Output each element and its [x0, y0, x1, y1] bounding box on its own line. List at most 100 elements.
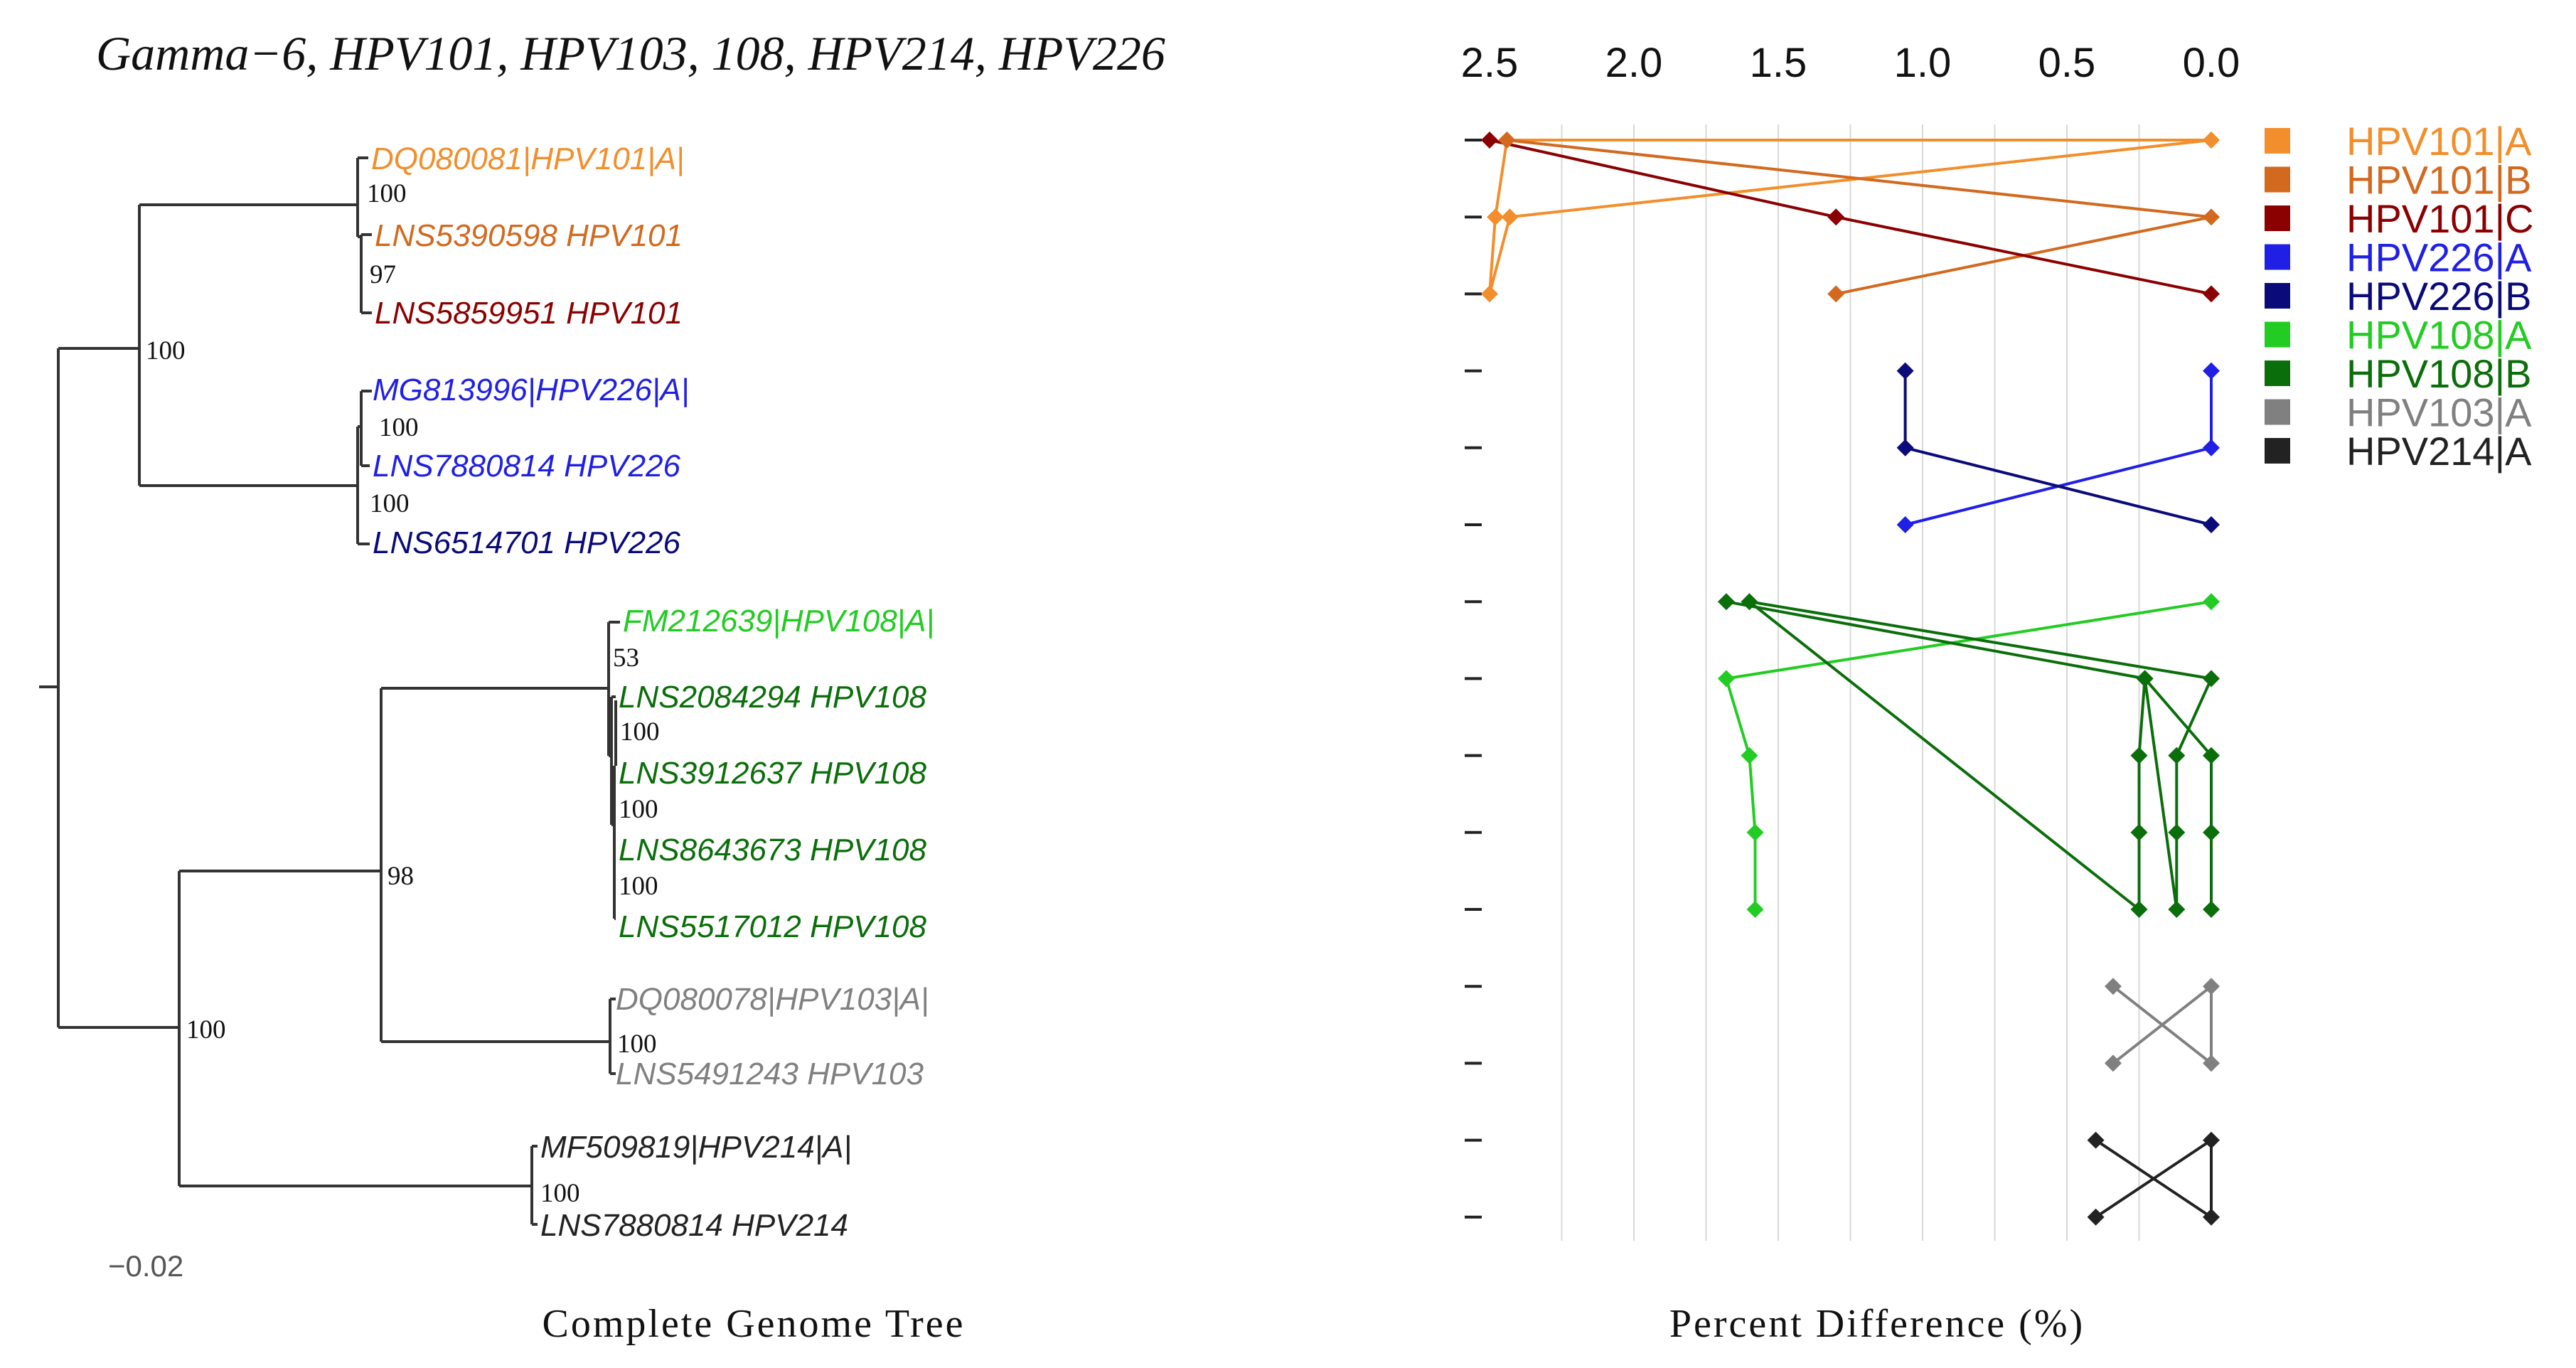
data-point [1896, 516, 1914, 533]
tree-branches [39, 156, 620, 1226]
legend-swatch [2265, 128, 2290, 154]
x-axis-ticks: 2.5 2.0 1.5 1.0 0.5 0.0 [1461, 40, 2240, 86]
tree-axis-label: Complete Genome Tree [542, 1302, 965, 1346]
bootstrap-values: 100 100 97 100 100 100 98 53 100 100 100… [146, 179, 660, 1208]
data-point [2203, 208, 2220, 226]
tip-label: MF509819|HPV214|A| [540, 1130, 852, 1165]
chart-title: Gamma−6, HPV101, HPV103, 108, HPV214, HP… [96, 26, 1165, 80]
data-point [2130, 747, 2148, 764]
tip-label: LNS8643673 HPV108 [619, 833, 927, 867]
data-point [2104, 978, 2122, 995]
data-point [1481, 132, 1498, 149]
data-point [2203, 285, 2220, 303]
tip-label: LNS5390598 HPV101 [375, 218, 683, 253]
data-point [1827, 285, 1845, 303]
tip-label: FM212639|HPV108|A| [623, 604, 934, 638]
tip-label: LNS3912637 HPV108 [619, 756, 927, 791]
legend-label: HPV226|A [2346, 235, 2532, 280]
data-point [2203, 1131, 2220, 1149]
tip-label: LNS7880814 HPV214 [540, 1208, 848, 1243]
legend-label: HPV101|C [2346, 196, 2534, 241]
tip-label: LNS5491243 HPV103 [616, 1057, 924, 1091]
x-tick-label: 1.5 [1750, 40, 1807, 86]
bootstrap-value: 100 [146, 336, 186, 365]
data-point [1896, 439, 1914, 456]
tip-label: LNS5517012 HPV108 [619, 909, 927, 944]
x-axis-label: Percent Difference (%) [1669, 1302, 2085, 1346]
data-point [1501, 208, 1519, 226]
data-point [2087, 1131, 2105, 1149]
data-point [2203, 132, 2220, 149]
data-point [2203, 823, 2220, 841]
data-point [1827, 208, 1845, 226]
legend-label: HPV101|B [2346, 158, 2531, 203]
data-point [2168, 823, 2186, 841]
bootstrap-value: 100 [620, 717, 660, 747]
legend-swatch [2265, 205, 2290, 231]
data-point [1481, 285, 1498, 303]
data-point [1487, 208, 1505, 226]
series-line [1905, 370, 2213, 526]
data-point [2104, 1054, 2122, 1072]
data-point [2130, 901, 2148, 918]
data-point [2136, 670, 2154, 688]
legend-swatch [2265, 166, 2290, 193]
data-point [2203, 362, 2220, 380]
tip-label: DQ080078|HPV103|A| [616, 982, 929, 1017]
data-point [1741, 747, 1758, 764]
tip-label: MG813996|HPV226|A| [373, 373, 689, 407]
bootstrap-value: 53 [613, 643, 639, 673]
bootstrap-value: 98 [388, 862, 414, 891]
data-point [2203, 516, 2220, 533]
tip-label: LNS5859951 HPV101 [375, 296, 683, 331]
bootstrap-value: 100 [617, 1030, 657, 1059]
data-point [2203, 593, 2220, 611]
legend-swatch [2265, 321, 2290, 348]
data-point [1741, 593, 1758, 611]
legend-label: HPV226|B [2346, 274, 2531, 319]
tip-label: DQ080081|HPV101|A| [371, 141, 684, 176]
bootstrap-value: 100 [370, 489, 410, 518]
data-point [1746, 823, 1764, 841]
tip-label: LNS6514701 HPV226 [373, 525, 681, 560]
bootstrap-value: 100 [367, 179, 407, 208]
tip-label: LNS2084294 HPV108 [619, 680, 927, 715]
series-line [2095, 1138, 2213, 1219]
data-point [1896, 362, 1914, 380]
x-tick-label: 0.0 [2183, 40, 2240, 86]
data-point [1717, 593, 1735, 611]
legend-label: HPV101|A [2346, 119, 2532, 164]
legend-swatch [2265, 438, 2290, 464]
row-ticks [1465, 139, 1482, 1219]
data-point [2087, 1208, 2105, 1226]
x-tick-label: 1.0 [1894, 40, 1952, 86]
data-point [2168, 747, 2186, 764]
legend-label: HPV214|A [2346, 429, 2532, 474]
data-point [1746, 901, 1764, 918]
legend-label: HPV103|A [2346, 390, 2532, 435]
data-point [2203, 1054, 2220, 1072]
legend-swatch [2265, 399, 2290, 425]
data-point [2168, 901, 2186, 918]
legend-swatch [2265, 360, 2290, 386]
x-tick-label: 0.5 [2038, 40, 2096, 86]
phylogenetic-tree: DQ080081|HPV101|A| LNS5390598 HPV101 LNS… [39, 141, 965, 1346]
bootstrap-value: 100 [379, 413, 419, 442]
legend-swatch [2265, 244, 2290, 270]
data-point [1717, 670, 1735, 688]
bootstrap-value: 100 [186, 1015, 226, 1044]
series-markers [1481, 132, 2220, 1226]
x-tick-label: 2.5 [1461, 40, 1519, 86]
bootstrap-value: 97 [370, 260, 396, 289]
bootstrap-value: 100 [619, 795, 658, 824]
data-point [2203, 439, 2220, 456]
series-line [2112, 985, 2213, 1065]
series-line [1903, 370, 2212, 526]
tip-labels: DQ080081|HPV101|A| LNS5390598 HPV101 LNS… [371, 141, 934, 1243]
data-point [2203, 978, 2220, 995]
data-point [2203, 747, 2220, 764]
percent-difference-chart: 2.5 2.0 1.5 1.0 0.5 0.0 HPV101|AHPV101|BHPV10… [1461, 40, 2534, 1346]
data-point [2203, 901, 2220, 918]
bootstrap-value: 100 [619, 872, 658, 901]
legend-swatch [2265, 283, 2290, 309]
